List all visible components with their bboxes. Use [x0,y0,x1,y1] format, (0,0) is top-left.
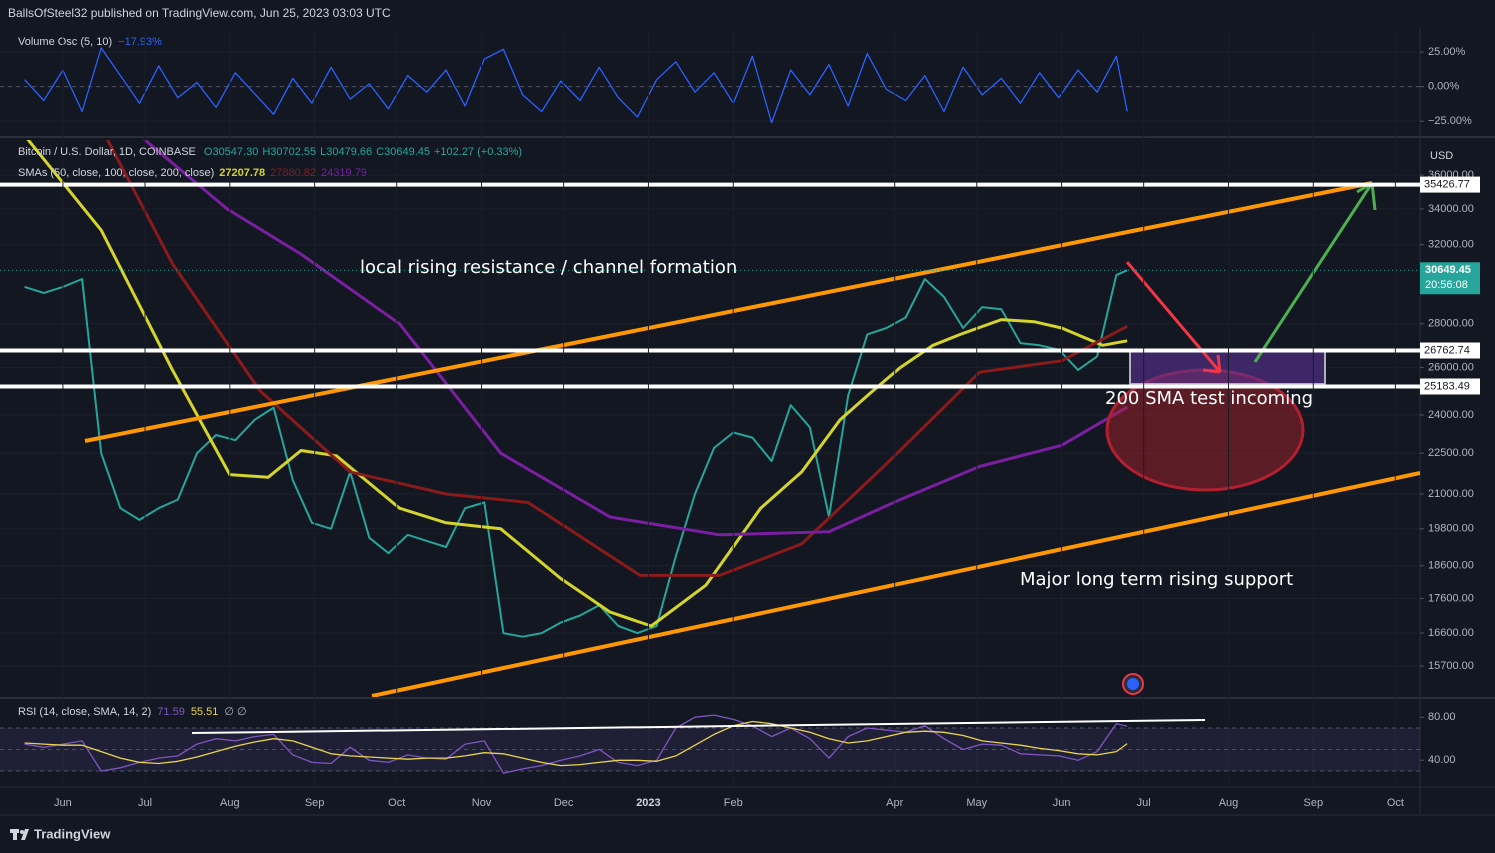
series-line [26,140,1128,628]
y-tick-label: 22500.00 [1428,447,1474,459]
publisher-header: BallsOfSteel32 published on TradingView.… [8,6,391,20]
annotation: local rising resistance / channel format… [360,257,737,278]
level-label-box [1420,378,1480,395]
series-line [24,714,1128,774]
rsi-trendline [191,719,1206,734]
price-change: +102.27 (+0.33%) [434,146,522,158]
rsi-legend-value: 55.51 [191,706,219,718]
y-tick-label: 32000.00 [1428,239,1474,251]
level-label-box [1420,342,1480,359]
rsi-band [0,727,1420,772]
target-zone [1129,349,1326,385]
x-tick-label: Jun [54,797,72,809]
y-tick-label: 26000.00 [1428,362,1474,374]
countdown-label: 20:56:08 [1425,279,1468,291]
level-label-box [1420,176,1480,193]
y-tick-label: 19800.00 [1428,523,1474,535]
ohlc-value: C30649.45 [376,146,430,158]
x-tick-label: Dec [554,797,574,809]
ohlc-value: H30702.55 [262,146,316,158]
series-line [24,47,1128,124]
y-tick-label: 0.00% [1428,81,1459,93]
x-tick-label: Aug [1219,797,1239,809]
x-tick-label: Feb [724,797,743,809]
level-label: 26762.74 [1424,344,1470,356]
legend-title: Bitcoin / U.S. Dollar, 1D, COINBASE [18,146,196,158]
x-tick-label: Nov [472,797,492,809]
level-label: 35426.77 [1424,178,1470,190]
sma-legend-value: 27207.78 [219,167,265,179]
down-arrow [1125,261,1222,374]
footer-brand: TradingView [34,826,111,841]
pane [0,714,1420,774]
y-tick-label: 18600.00 [1428,560,1474,572]
resistance-trendline [84,181,1373,443]
x-tick-label: Oct [388,797,405,809]
tradingview-logo [10,829,29,840]
ohlc-value: L30479.66 [320,146,372,158]
sma-legend-value: 24319.79 [321,167,367,179]
annotation: Major long term rising support [1020,569,1293,590]
series-line [105,140,1128,577]
x-tick-label: Sep [305,797,325,809]
y-tick-label: −25.00% [1428,115,1472,127]
rsi-legend-extra: ∅ ∅ [224,706,246,718]
pane [0,140,1420,697]
legend-title: Volume Osc (5, 10) [18,36,112,48]
legend: Volume Osc (5, 10) −17.93% [18,36,162,48]
y-tick-label: 17600.00 [1428,592,1474,604]
x-tick-label: Jul [138,797,152,809]
sma-legend-value: 27880.82 [270,167,316,179]
legend-title: RSI (14, close, SMA, 14, 2) [18,706,151,718]
x-tick-label: Apr [886,797,903,809]
sma-legend-title: SMAs (50, close, 100, close, 200, close) [18,167,214,179]
currency-label: USD [1430,150,1453,162]
last-price-label: 30649.45 [1425,264,1471,276]
sma-legend: SMAs (50, close, 100, close, 200, close)… [18,167,367,179]
event-flag-inner [1127,678,1139,690]
last-price-box [1420,262,1480,295]
series-line [24,720,1128,767]
ohlc-value: O30547.30 [204,146,258,158]
y-tick-label: 40.00 [1428,754,1456,766]
y-tick-label: 28000.00 [1428,318,1474,330]
x-tick-label: Jul [1137,797,1151,809]
series-line [142,140,1128,537]
y-tick-label: 34000.00 [1428,203,1474,215]
legend-value: −17.93% [118,36,162,48]
y-tick-label: 21000.00 [1428,488,1474,500]
legend: Bitcoin / U.S. Dollar, 1D, COINBASE O3054… [18,146,522,158]
y-tick-label: 24000.00 [1428,409,1474,421]
level-label: 25183.49 [1424,380,1470,392]
x-tick-label: May [966,797,987,809]
x-tick-label: Jun [1053,797,1071,809]
y-tick-label: 16600.00 [1428,627,1474,639]
x-tick-label: Oct [1387,797,1404,809]
x-tick-label: Aug [220,797,240,809]
y-tick-label: 25.00% [1428,46,1466,58]
annotation: 200 SMA test incoming [1105,388,1313,409]
x-tick-label: 2023 [636,797,660,809]
x-tick-label: Sep [1304,797,1324,809]
y-tick-label: 80.00 [1428,711,1456,723]
support-trendline [371,471,1420,697]
rsi-legend-value: 71.59 [157,706,185,718]
pane [0,47,1420,124]
y-tick-label: 15700.00 [1428,660,1474,672]
legend: RSI (14, close, SMA, 14, 2) 71.59 55.51 ∅ ∅ [18,706,247,718]
